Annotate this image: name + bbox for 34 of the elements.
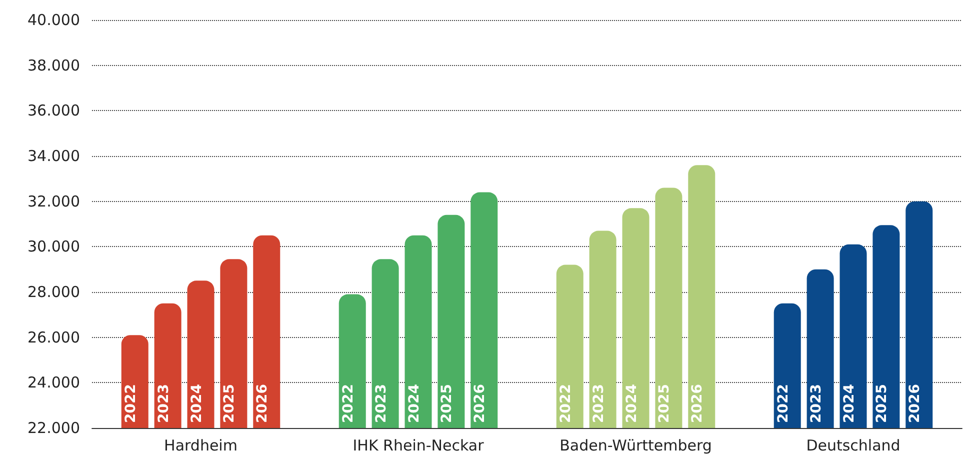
text: 2026 [907, 384, 924, 423]
text: 2026 [690, 384, 706, 423]
text: 2025 [656, 384, 673, 423]
y-tick-label: 34.000 [28, 147, 80, 165]
y-tick-label: 38.000 [28, 56, 80, 74]
x-tick-label: Baden-Württemberg [560, 436, 712, 454]
series-label: 2026 [254, 384, 271, 423]
y-tick-label: 32.000 [28, 192, 80, 210]
y-tick-label: 30.000 [28, 238, 80, 256]
x-tick-label: IHK Rhein-Neckar [352, 436, 485, 454]
text: 2024 [624, 384, 640, 423]
text: 2022 [340, 384, 356, 423]
text: 2022 [558, 384, 574, 423]
text: 2023 [590, 384, 607, 423]
y-tick-label: 40.000 [28, 11, 80, 29]
y-tick-label: 26.000 [28, 328, 80, 346]
text: 2023 [808, 384, 824, 423]
y-tick-label: 36.000 [28, 102, 80, 120]
text: 2024 [406, 384, 422, 423]
text: 2022 [775, 384, 792, 423]
y-tick-label: 22.000 [28, 419, 80, 437]
series-label: 2025 [222, 384, 238, 423]
text: 2023 [373, 384, 390, 423]
y-tick-label: 28.000 [28, 283, 80, 301]
x-tick-label: Deutschland [806, 436, 900, 454]
series-label: 2023 [156, 384, 172, 423]
text: 2024 [841, 384, 858, 423]
text: 2025 [874, 384, 890, 423]
y-tick-label: 24.000 [28, 374, 80, 392]
series-label: 2022 [122, 384, 139, 423]
series-label: 2024 [188, 384, 205, 423]
text: 2026 [472, 384, 488, 423]
text: 2025 [439, 384, 456, 423]
x-tick-label: Hardheim [164, 436, 238, 454]
